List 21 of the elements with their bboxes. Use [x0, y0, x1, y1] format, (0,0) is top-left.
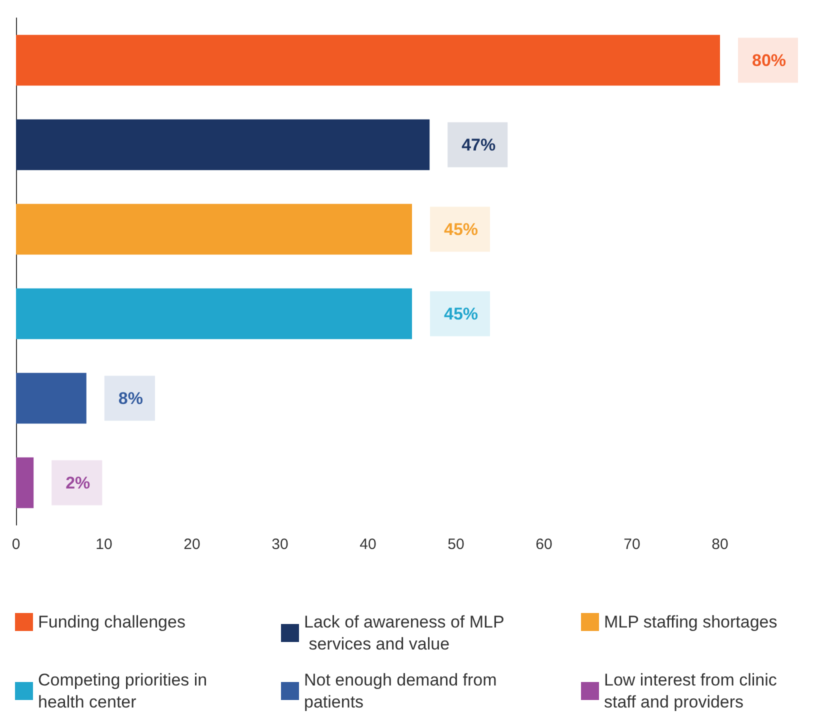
data-label: 45%	[444, 304, 478, 324]
x-tick-label: 0	[12, 536, 20, 553]
legend-label: MLP staffing shortages	[604, 612, 778, 632]
legend-label: Low interest from clinic staff and providers	[604, 670, 782, 712]
legend-label: Competing priorities in health center	[38, 670, 212, 712]
x-tick-label: 70	[624, 536, 640, 553]
x-tick-label: 30	[272, 536, 288, 553]
x-tick-label: 60	[536, 536, 552, 553]
x-tick-label: 40	[360, 536, 376, 553]
x-tick-label: 50	[448, 536, 464, 553]
x-tick-label: 80	[712, 536, 728, 553]
data-label: 47%	[462, 135, 496, 154]
data-label: 8%	[118, 388, 143, 408]
data-label: 45%	[444, 220, 478, 239]
data-label: 2%	[66, 473, 90, 492]
x-tick-label: 20	[184, 536, 200, 553]
legend-label: Funding challenges	[38, 612, 186, 632]
legend-label: Lack of awareness of MLP services and value	[304, 612, 504, 654]
data-label: 80%	[752, 50, 786, 70]
x-tick-label: 10	[96, 536, 112, 553]
legend-label: Not enough demand from patients	[304, 670, 502, 712]
